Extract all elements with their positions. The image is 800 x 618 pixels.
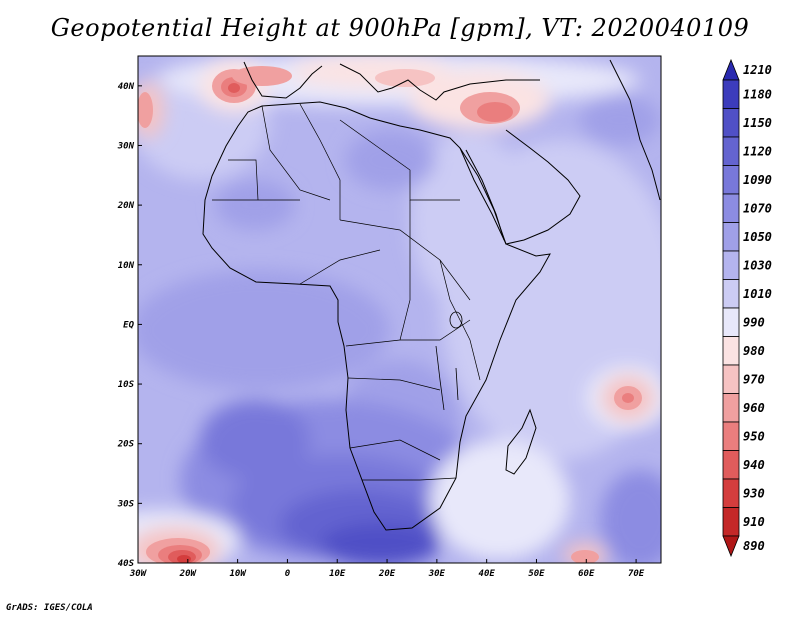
colorbar-label: 950 bbox=[743, 429, 765, 443]
colorbar-label: 930 bbox=[743, 486, 765, 500]
colorbar: 1210 1180 1150 1120 1090 1070 1050 1030 1010 990 9… bbox=[722, 58, 772, 558]
colorbar-label: 890 bbox=[743, 539, 765, 553]
lon-label: 60E bbox=[578, 569, 595, 579]
colorbar-label: 980 bbox=[743, 344, 765, 358]
map-title: Geopotential Height at 900hPa [gpm], VT:… bbox=[50, 14, 750, 42]
colorbar-swatch bbox=[722, 478, 740, 508]
colorbar-label: 1070 bbox=[743, 201, 772, 215]
colorbar-label: 1150 bbox=[743, 116, 772, 130]
country-borders bbox=[212, 103, 481, 481]
colorbar-label: 1030 bbox=[743, 258, 772, 272]
colorbar-swatch bbox=[722, 450, 740, 480]
colorbar-label: 910 bbox=[743, 515, 765, 529]
mediterranean-low bbox=[375, 69, 435, 87]
lon-label: 40E bbox=[479, 569, 496, 579]
lon-label: 50E bbox=[528, 569, 545, 579]
lon-label: 10E bbox=[329, 569, 346, 579]
lon-label: 70E bbox=[628, 569, 645, 579]
colorbar-swatch bbox=[722, 136, 740, 166]
lat-label: 40N bbox=[118, 82, 135, 92]
colorbar-label: 1090 bbox=[743, 173, 772, 187]
lon-label: 30E bbox=[428, 569, 446, 579]
height-field bbox=[138, 56, 661, 563]
colorbar-label: 960 bbox=[743, 401, 765, 415]
colorbar-swatch bbox=[722, 279, 740, 309]
colorbar-swatch bbox=[722, 193, 740, 223]
colorbar-swatch bbox=[722, 421, 740, 451]
colorbar-swatch bbox=[722, 222, 740, 252]
lat-label: 20S bbox=[117, 440, 135, 450]
colorbar-swatch bbox=[722, 393, 740, 423]
lat-label: 10S bbox=[118, 380, 135, 390]
lon-label: 20E bbox=[378, 569, 396, 579]
colorbar-swatch bbox=[722, 250, 740, 280]
colorbar-label: 970 bbox=[743, 372, 765, 386]
colorbar-swatch bbox=[722, 307, 740, 337]
grads-credit: GrADS: IGES/COLA bbox=[6, 603, 93, 613]
colorbar-label: 1210 bbox=[743, 63, 772, 77]
colorbar-label: 1180 bbox=[743, 87, 772, 101]
colorbar-swatch bbox=[722, 108, 740, 138]
lat-label: 10N bbox=[118, 261, 135, 271]
plot-frame bbox=[137, 55, 662, 564]
colorbar-label: 940 bbox=[743, 458, 765, 472]
lat-label: 40S bbox=[118, 559, 135, 569]
colorbar-label: 1120 bbox=[743, 144, 772, 158]
colorbar-swatch bbox=[722, 364, 740, 394]
colorbar-swatch bbox=[722, 79, 740, 109]
lon-label: 30W bbox=[129, 569, 148, 579]
colorbar-swatch bbox=[722, 535, 740, 558]
lakes bbox=[435, 311, 463, 411]
colorbar-label: 1050 bbox=[743, 230, 772, 244]
lat-label: EQ bbox=[123, 320, 134, 330]
colorbar-swatch bbox=[722, 336, 740, 366]
lon-label: 0 bbox=[285, 569, 291, 579]
colorbar-swatch bbox=[722, 507, 740, 537]
lat-label: 20N bbox=[117, 201, 135, 211]
lon-label: 10W bbox=[229, 569, 247, 579]
coastlines bbox=[202, 59, 661, 531]
west-edge-low bbox=[138, 92, 153, 128]
colorbar-label: 990 bbox=[743, 315, 765, 329]
lon-label: 20W bbox=[179, 569, 198, 579]
lat-label: 30N bbox=[117, 141, 135, 151]
lat-label: 30S bbox=[117, 499, 135, 509]
southern-ocean-low bbox=[571, 550, 599, 563]
colorbar-swatch bbox=[722, 58, 740, 81]
colorbar-label: 1010 bbox=[743, 287, 772, 301]
colorbar-swatch bbox=[722, 165, 740, 195]
